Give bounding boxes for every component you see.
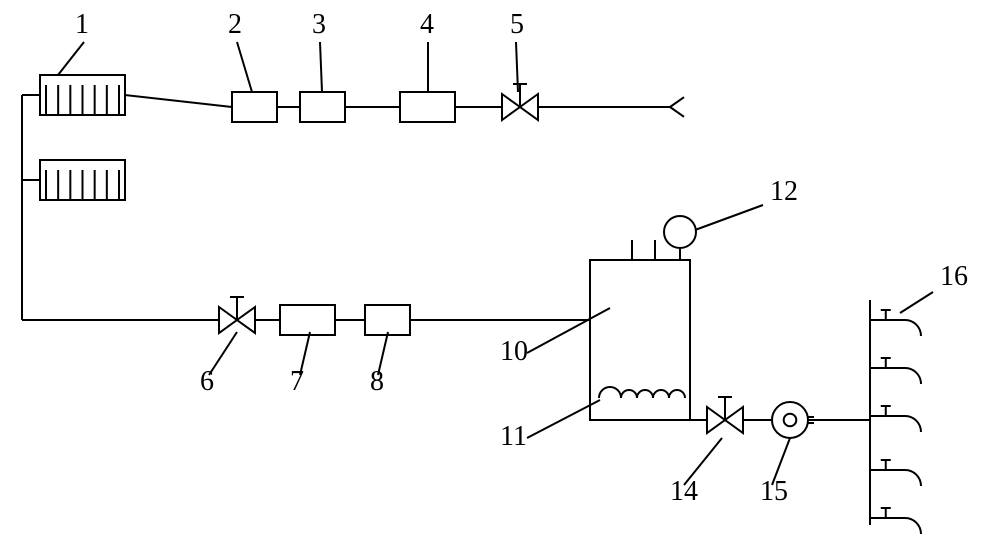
box-4: [400, 92, 455, 122]
label-n10: 10: [500, 336, 528, 367]
label-n7: 7: [290, 366, 304, 397]
leader-l12: [695, 205, 763, 230]
label-n3: 3: [312, 9, 326, 40]
label-n16: 16: [940, 261, 968, 292]
label-n2: 2: [228, 9, 242, 40]
leader-l3: [320, 42, 322, 92]
tank-10: [590, 260, 690, 420]
coil-11-icon: [599, 387, 685, 398]
manifold-16: [870, 300, 921, 534]
label-n11: 11: [500, 421, 527, 452]
box-7: [280, 305, 335, 335]
valve-6-icon: [219, 297, 255, 333]
label-n6: 6: [200, 366, 214, 397]
box-8: [365, 305, 410, 335]
label-n15: 15: [760, 476, 788, 507]
gauge-12-icon: [664, 216, 696, 248]
leader-l16: [900, 292, 933, 313]
inlet-arrow-icon: [670, 97, 684, 117]
leader-l10: [527, 308, 610, 353]
box-2: [232, 92, 277, 122]
leader-l1: [58, 42, 84, 75]
label-n14: 14: [670, 476, 698, 507]
label-n1: 1: [75, 9, 89, 40]
label-n4: 4: [420, 9, 434, 40]
pump-15-icon: [772, 402, 814, 438]
leader-l2: [237, 42, 252, 92]
valve-14-icon: [707, 397, 743, 433]
label-n12: 12: [770, 176, 798, 207]
piping-diagram: 12345678101112141516: [0, 0, 1000, 547]
box-3: [300, 92, 345, 122]
label-n5: 5: [510, 9, 524, 40]
radiator-1-icon: [40, 75, 125, 115]
label-n8: 8: [370, 366, 384, 397]
radiator-2-icon: [40, 160, 125, 200]
valve-5-icon: [502, 84, 538, 120]
